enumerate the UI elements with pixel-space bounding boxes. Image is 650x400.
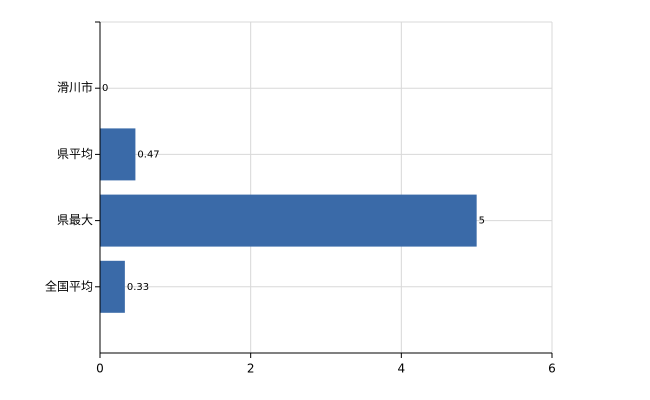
x-tick-label: 6 (548, 362, 556, 376)
value-label: 0.47 (137, 149, 159, 160)
y-tick-label: 県平均 (57, 147, 93, 161)
x-tick-label: 2 (247, 362, 255, 376)
bar (100, 128, 136, 181)
x-tick-label: 0 (96, 362, 104, 376)
bar (100, 194, 477, 247)
value-label: 5 (479, 216, 485, 227)
x-tick-label: 4 (398, 362, 406, 376)
value-label: 0.33 (127, 282, 149, 293)
y-tick-label: 県最大 (57, 213, 93, 227)
y-tick-label: 滑川市 (57, 80, 93, 95)
y-tick-label: 全国平均 (45, 278, 93, 293)
bar (100, 260, 125, 313)
value-label: 0 (102, 83, 108, 94)
